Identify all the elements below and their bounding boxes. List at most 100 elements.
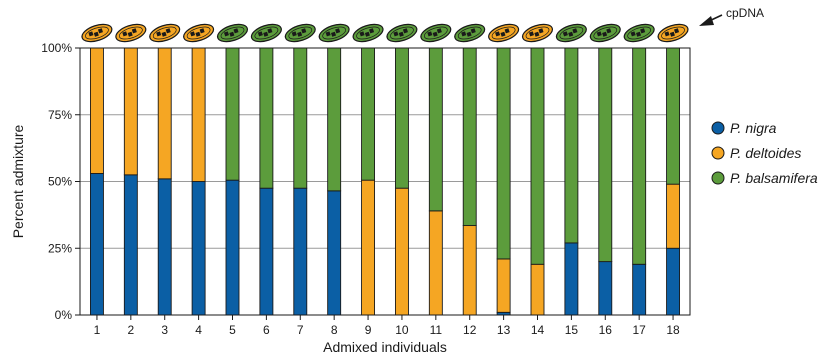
thylakoid-stack [161,31,167,37]
chloroplast-icon [284,23,316,43]
chloroplast-membrane [85,26,109,40]
chloroplast-icon [216,23,249,43]
chloroplast-membrane [593,26,618,40]
chloroplast-membrane [322,26,347,40]
bar-segment [259,47,274,189]
x-axis-ticks: 1 2 3 4 5 6 7 8 9 10 11 12 13 14 15 16 17 18 [94,315,680,337]
chloroplast-membrane [559,26,584,40]
x-tick-label: 9 [365,323,372,337]
cpdna-icons [81,23,689,43]
gridlines [80,114,690,249]
thylakoid-stack [504,28,510,34]
thylakoid-stack [596,31,602,37]
bar-segment [191,181,206,316]
thylakoid-stack [195,31,201,37]
bar-segment [666,183,681,249]
chloroplast-membrane [220,26,245,40]
chloroplast-icon [81,23,113,43]
thylakoid-stack [297,31,303,37]
bar-segment [361,47,376,181]
thylakoid-stack [122,31,128,37]
x-tick-label: 8 [331,323,338,337]
chloroplast-membrane [118,26,143,40]
bar-segment [89,173,104,316]
bar-segment [632,263,647,316]
bar-segment [530,47,545,265]
x-tick-label: 6 [263,323,270,337]
y-tick-label: 100% [41,41,72,55]
chloroplast-membrane [254,26,279,40]
bar-segment [225,47,240,181]
chloroplast-membrane [525,26,550,40]
chloroplast-icon [488,23,520,43]
x-tick-label: 18 [666,323,680,337]
thylakoid-stack [291,31,297,37]
cpdna-annotation: cpDNA [699,6,764,26]
chloroplast-icon [318,23,350,43]
thylakoid-stack [398,31,404,37]
thylakoid-stack [470,28,476,34]
legend-marker [711,171,725,185]
thylakoid-stack [267,28,273,34]
bar-segment [462,47,477,227]
bar-segment [259,187,274,316]
bar-segment [394,187,409,316]
bar-segment [428,47,443,212]
x-tick-label: 3 [161,323,168,337]
bar-segment [564,47,579,244]
x-tick-label: 4 [195,323,202,337]
thylakoid-stack [335,28,341,34]
chloroplast-icon [555,23,587,43]
chloroplast-icon [149,23,181,43]
bar-segment [666,247,681,316]
bar-segment [496,258,511,313]
bar-segment [530,263,545,316]
bar-segment [293,47,308,189]
bar-segment [666,47,681,185]
chloroplast-membrane [390,26,414,40]
thylakoid-stack [630,31,636,37]
legend-label: P. nigra [730,120,777,136]
x-tick-label: 16 [599,323,613,337]
chloroplast-icon [420,23,452,43]
thylakoid-stack [674,28,680,34]
bar-segment [428,210,443,316]
chloroplast-membrane [152,26,177,40]
thylakoid-stack [528,31,535,37]
chloroplast-icon [623,23,655,43]
chloroplast-membrane [356,26,380,40]
thylakoid-stack [495,31,501,37]
thylakoid-stack [364,31,370,37]
x-tick-label: 12 [463,323,477,337]
thylakoid-stack [562,31,568,37]
bar-segment [225,179,240,316]
chloroplast-icon [250,23,282,43]
x-tick-label: 17 [632,323,646,337]
bar-segment [293,187,308,316]
thylakoid-stack [165,28,171,34]
chloroplast-membrane [186,26,211,40]
thylakoid-stack [402,28,408,34]
thylakoid-stack [572,28,578,34]
thylakoid-stack [223,31,230,37]
x-axis-label: Admixed individuals [323,339,447,355]
y-tick-label: 0% [55,308,73,322]
bar-segment [361,179,376,316]
chloroplast-membrane [627,26,652,40]
x-tick-label: 2 [127,323,134,337]
bar-segment [462,225,477,316]
thylakoid-stack [534,31,540,37]
thylakoid-stack [233,28,239,34]
thylakoid-stack [127,31,133,37]
legend-label: P. deltoides [730,145,801,161]
bar-segment [598,47,613,263]
bar-segment [327,47,342,192]
thylakoid-stack [199,28,205,34]
chloroplast-icon [183,23,215,43]
thylakoid-stack [606,28,612,34]
chloroplast-membrane [491,26,516,40]
x-tick-label: 13 [497,323,511,337]
bar-segment [123,47,138,176]
thylakoid-stack [88,31,94,37]
